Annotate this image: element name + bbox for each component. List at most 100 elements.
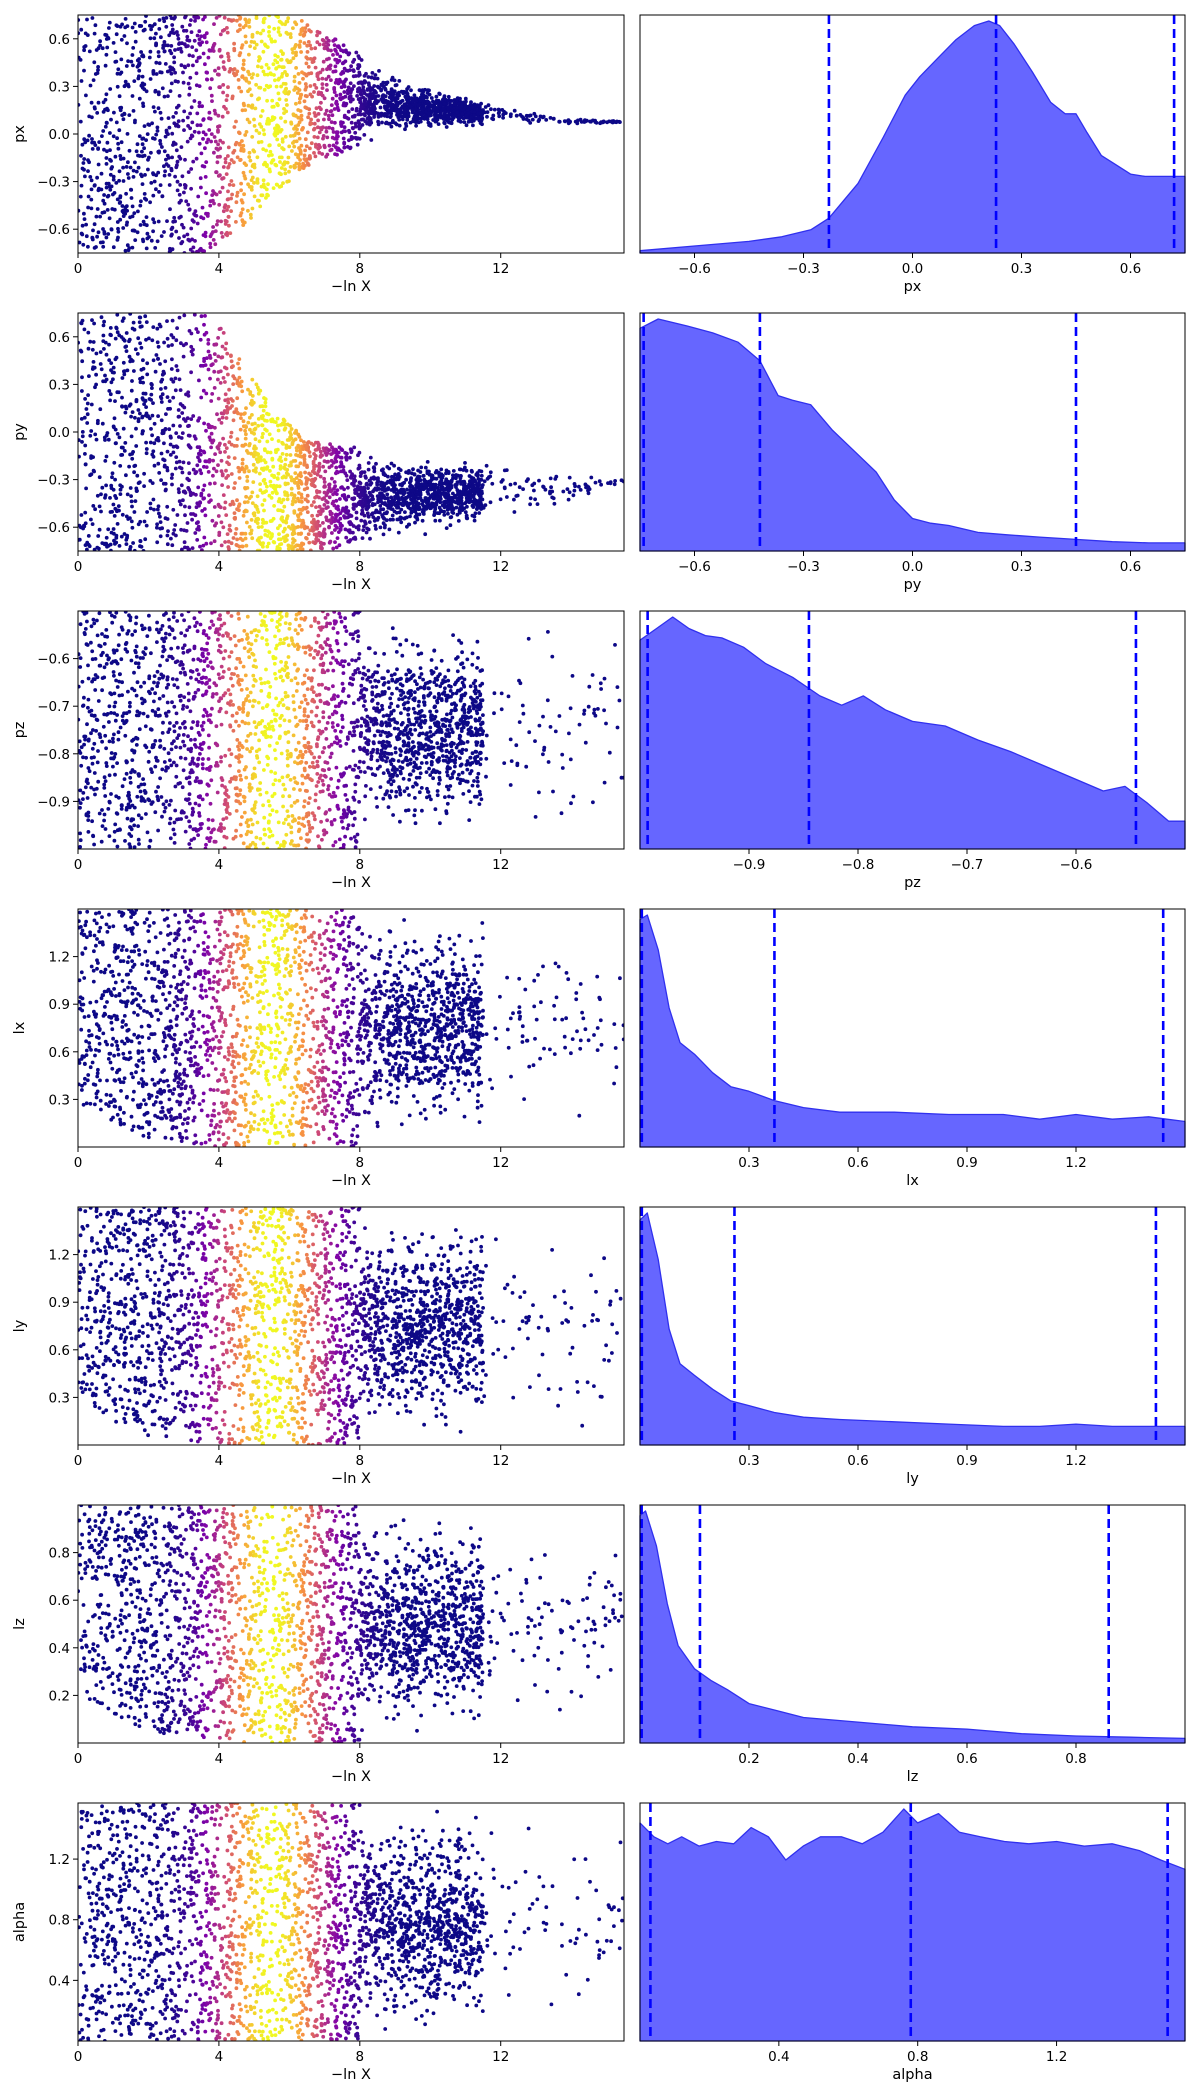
scatter-point <box>107 389 112 393</box>
scatter-point <box>416 468 420 473</box>
scatter-point <box>100 210 105 215</box>
scatter-point <box>337 530 341 534</box>
scatter-point <box>284 86 288 91</box>
scatter-point <box>173 376 178 381</box>
scatter-point <box>142 192 147 196</box>
scatter-point <box>202 535 207 540</box>
scatter-point <box>139 544 144 549</box>
scatter-point <box>271 464 276 469</box>
scatter-point <box>115 24 120 28</box>
scatter-point <box>599 482 603 487</box>
scatter-point <box>212 42 217 46</box>
scatter-point <box>464 468 469 473</box>
scatter-point <box>472 518 477 523</box>
scatter-point <box>224 446 229 450</box>
scatter-point <box>395 110 400 115</box>
scatter-point <box>182 313 187 318</box>
scatter-point <box>140 54 145 58</box>
scatter-point <box>232 48 237 53</box>
scatter-point <box>322 490 327 495</box>
scatter-point <box>393 83 398 88</box>
scatter-point <box>104 535 109 540</box>
scatter-point <box>344 508 348 513</box>
scatter-point <box>454 485 458 489</box>
scatter-point <box>127 464 131 469</box>
scatter-point <box>431 118 436 122</box>
scatter-point <box>276 125 281 130</box>
scatter-point <box>461 116 466 121</box>
scatter-point <box>173 48 177 52</box>
scatter-point <box>508 482 513 487</box>
scatter-point <box>259 65 264 70</box>
scatter-point <box>147 336 151 341</box>
scatter-point <box>514 494 519 498</box>
scatter-point <box>322 96 327 101</box>
scatter-point <box>223 450 227 454</box>
scatter-point <box>301 521 306 525</box>
scatter-point <box>166 529 170 533</box>
scatter-point <box>298 448 303 453</box>
scatter-point <box>162 149 167 154</box>
scatter-point <box>106 543 111 548</box>
scatter-point <box>352 496 357 501</box>
scatter-point <box>206 137 211 142</box>
scatter-point <box>123 345 128 349</box>
scatter-point <box>133 39 138 44</box>
scatter-point <box>514 113 519 118</box>
scatter-point <box>315 33 319 38</box>
scatter-point <box>352 507 356 511</box>
scatter-point <box>235 18 239 23</box>
scatter-point <box>270 158 275 163</box>
scatter-point <box>357 80 362 85</box>
scatter-point <box>243 176 248 181</box>
scatter-point <box>226 204 231 209</box>
scatter-point <box>164 16 169 20</box>
scatter-point <box>274 182 279 187</box>
scatter-point <box>203 146 207 151</box>
scatter-point <box>263 427 267 432</box>
scatter-point <box>229 196 234 201</box>
scatter-point <box>185 416 190 421</box>
scatter-point <box>370 71 375 75</box>
scatter-point <box>378 504 383 508</box>
scatter-point <box>78 454 81 459</box>
scatter-point <box>93 23 98 28</box>
scatter-point <box>154 72 159 76</box>
scatter-point <box>477 511 482 515</box>
scatter-point <box>355 486 360 490</box>
scatter-point <box>97 527 102 532</box>
scatter-point <box>284 30 289 35</box>
scatter-point <box>484 463 489 468</box>
scatter-point <box>104 33 109 37</box>
scatter-point <box>316 146 321 151</box>
scatter-point <box>304 479 309 483</box>
scatter-point <box>299 50 303 54</box>
scatter-point <box>252 181 256 185</box>
scatter-point <box>310 513 314 518</box>
scatter-point <box>120 512 125 517</box>
scatter-point <box>359 92 364 97</box>
scatter-point <box>180 547 184 551</box>
scatter-point <box>530 117 535 122</box>
scatter-point <box>297 81 302 85</box>
scatter-point <box>266 66 271 70</box>
scatter-point <box>123 17 128 21</box>
scatter-point <box>243 108 248 112</box>
scatter-point <box>133 160 137 165</box>
scatter-point <box>234 220 238 224</box>
scatter-point <box>297 445 302 449</box>
scatter-point <box>357 70 362 75</box>
scatter-point <box>106 527 111 532</box>
scatter-point <box>239 412 243 417</box>
scatter-point <box>483 105 488 109</box>
scatter-point <box>344 497 349 502</box>
scatter-point <box>373 510 378 515</box>
scatter-point <box>291 496 296 501</box>
scatter-point <box>317 504 322 509</box>
scatter-point <box>330 531 334 535</box>
scatter-point <box>140 154 145 159</box>
scatter-point <box>338 521 343 526</box>
scatter-point <box>351 68 356 72</box>
scatter-point <box>276 26 281 31</box>
scatter-point <box>225 532 230 536</box>
